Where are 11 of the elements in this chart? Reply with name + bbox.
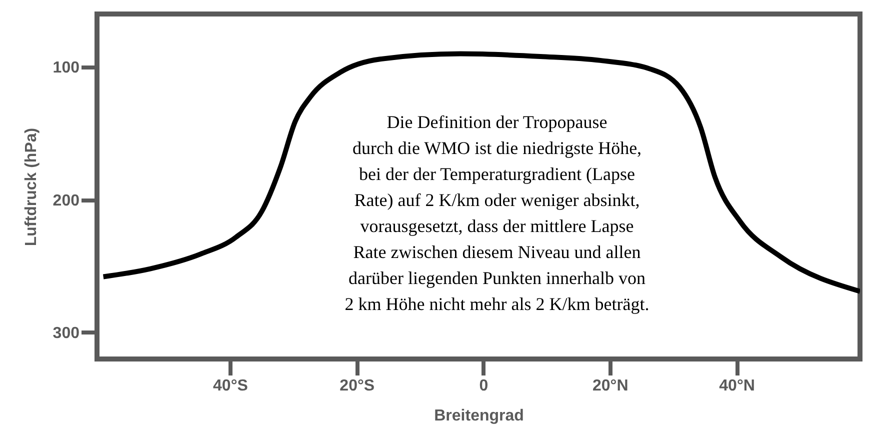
y-tick-label: 300 <box>52 324 80 342</box>
x-tick-label: 20°N <box>592 378 628 394</box>
annotation: Die Definition der Tropopause durch die WMO ist die niedrigste Höhe, bei der der Temperaturgradient (Lapse Rate) auf 2 K/km oder weniger absinkt, vorausgesetzt, dass der mittlere Lapse Rate zwischen diesem Niveau und allen darüber liegenden Punkten innerhalb von 2 km Höhe nicht mehr als 2 K/km beträgt. <box>344 112 650 314</box>
x-tick-label: 40°S <box>213 378 248 394</box>
y-tick-label: 200 <box>52 192 80 210</box>
x-tick-label: 20°S <box>340 378 375 394</box>
x-tick-label: 0 <box>479 378 488 394</box>
x-tick-label: 40°N <box>719 378 755 394</box>
y-axis-title: Luftdruck (hPa) <box>22 128 40 246</box>
x-axis-title: Breitengrad <box>434 408 524 424</box>
y-tick-label: 100 <box>52 60 80 77</box>
